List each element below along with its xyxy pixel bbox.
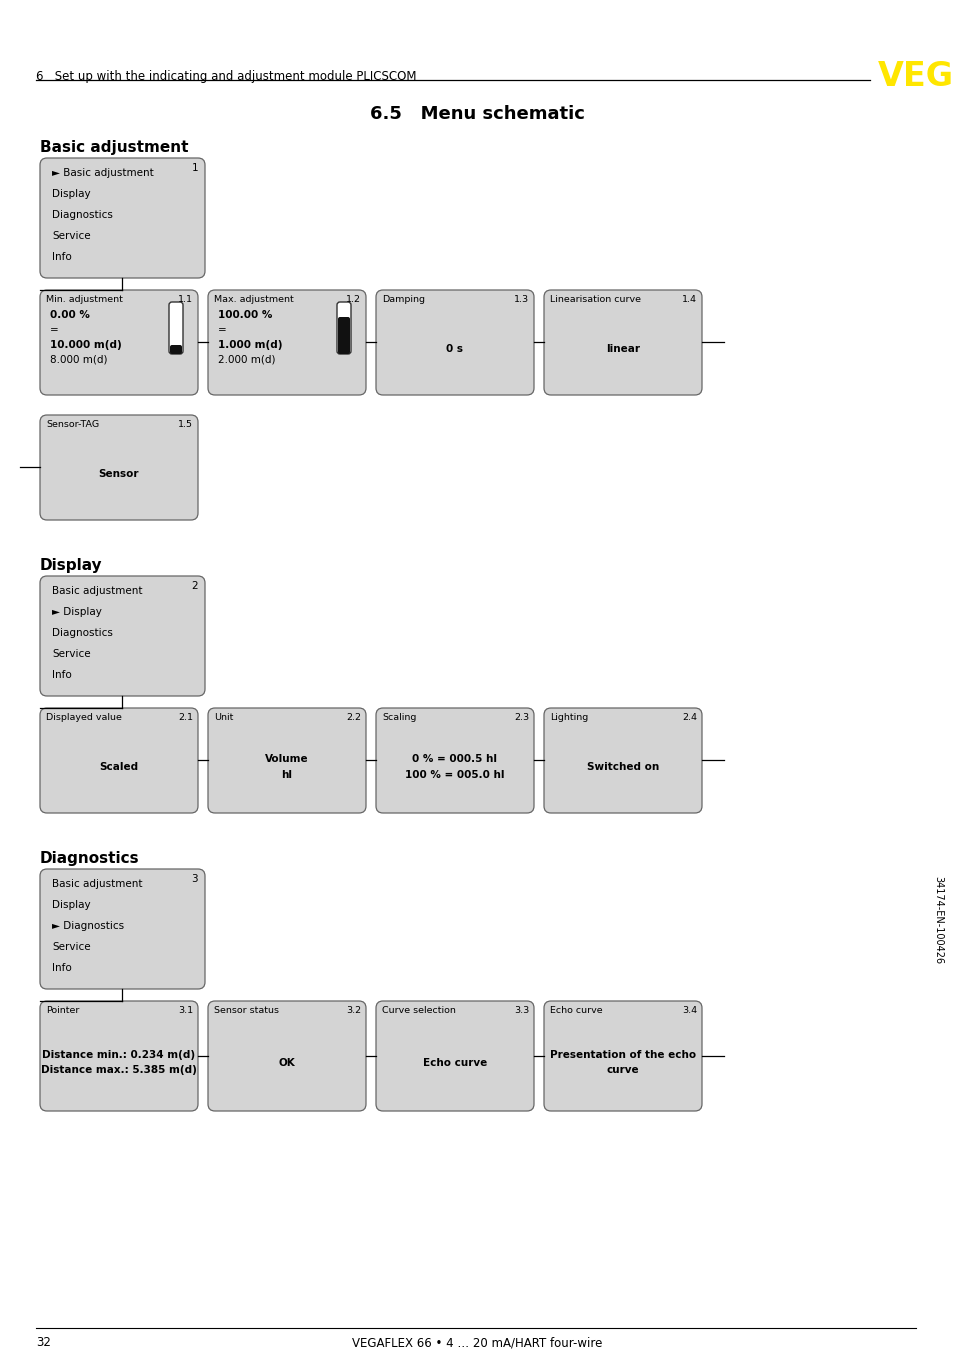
- FancyBboxPatch shape: [40, 1001, 198, 1112]
- Text: Echo curve: Echo curve: [422, 1057, 487, 1067]
- Text: Service: Service: [52, 649, 91, 659]
- Text: 3.2: 3.2: [346, 1006, 360, 1016]
- Text: 2.2: 2.2: [346, 714, 360, 722]
- Text: 2.000 m(d): 2.000 m(d): [218, 355, 275, 366]
- Text: Display: Display: [40, 558, 103, 573]
- FancyBboxPatch shape: [40, 290, 198, 395]
- Text: VEGAFLEX 66 • 4 … 20 mA/HART four-wire: VEGAFLEX 66 • 4 … 20 mA/HART four-wire: [352, 1336, 601, 1349]
- FancyBboxPatch shape: [40, 575, 205, 696]
- Text: 100.00 %: 100.00 %: [218, 310, 273, 320]
- Text: ► Diagnostics: ► Diagnostics: [52, 921, 124, 932]
- Text: Sensor: Sensor: [99, 468, 139, 479]
- Text: 1: 1: [192, 162, 198, 173]
- Text: Unit: Unit: [213, 714, 233, 722]
- FancyBboxPatch shape: [169, 302, 183, 353]
- Text: Info: Info: [52, 252, 71, 263]
- Text: Echo curve: Echo curve: [550, 1006, 602, 1016]
- Text: Volume: Volume: [265, 754, 309, 765]
- FancyBboxPatch shape: [40, 158, 205, 278]
- Text: VEGA: VEGA: [877, 61, 953, 93]
- Text: Service: Service: [52, 942, 91, 952]
- Text: 100 % = 005.0 hl: 100 % = 005.0 hl: [405, 769, 504, 780]
- FancyBboxPatch shape: [170, 345, 182, 353]
- Text: OK: OK: [278, 1057, 295, 1067]
- FancyBboxPatch shape: [208, 708, 366, 812]
- Text: 2.3: 2.3: [514, 714, 529, 722]
- FancyBboxPatch shape: [375, 1001, 534, 1112]
- Text: Diagnostics: Diagnostics: [52, 628, 112, 638]
- Text: Linearisation curve: Linearisation curve: [550, 295, 640, 305]
- Text: =: =: [218, 325, 227, 334]
- Text: Diagnostics: Diagnostics: [40, 852, 139, 867]
- Text: 34174-EN-100426: 34174-EN-100426: [932, 876, 942, 964]
- Text: linear: linear: [605, 344, 639, 353]
- FancyBboxPatch shape: [40, 708, 198, 812]
- Text: 1.2: 1.2: [346, 295, 360, 305]
- FancyBboxPatch shape: [208, 290, 366, 395]
- Text: Switched on: Switched on: [586, 762, 659, 772]
- Text: Display: Display: [52, 190, 91, 199]
- FancyBboxPatch shape: [543, 708, 701, 812]
- Text: 0 s: 0 s: [446, 344, 463, 353]
- Text: ► Basic adjustment: ► Basic adjustment: [52, 168, 153, 177]
- FancyBboxPatch shape: [375, 290, 534, 395]
- FancyBboxPatch shape: [543, 290, 701, 395]
- FancyBboxPatch shape: [40, 414, 198, 520]
- Text: ► Display: ► Display: [52, 607, 102, 617]
- Text: Diagnostics: Diagnostics: [52, 210, 112, 219]
- Text: 2.4: 2.4: [681, 714, 697, 722]
- Text: Max. adjustment: Max. adjustment: [213, 295, 294, 305]
- Text: 0 % = 000.5 hl: 0 % = 000.5 hl: [412, 754, 497, 765]
- Text: 1.000 m(d): 1.000 m(d): [218, 340, 282, 349]
- Text: 1.5: 1.5: [178, 420, 193, 429]
- Text: Info: Info: [52, 670, 71, 680]
- FancyBboxPatch shape: [336, 302, 351, 353]
- Text: 10.000 m(d): 10.000 m(d): [50, 340, 122, 349]
- Text: Basic adjustment: Basic adjustment: [52, 586, 142, 596]
- FancyBboxPatch shape: [337, 317, 350, 353]
- Text: Sensor-TAG: Sensor-TAG: [46, 420, 99, 429]
- Text: =: =: [50, 325, 59, 334]
- Text: Min. adjustment: Min. adjustment: [46, 295, 123, 305]
- Text: Presentation of the echo: Presentation of the echo: [549, 1049, 696, 1060]
- Text: 8.000 m(d): 8.000 m(d): [50, 355, 108, 366]
- Text: 3.3: 3.3: [514, 1006, 529, 1016]
- Text: 6.5   Menu schematic: 6.5 Menu schematic: [369, 106, 584, 123]
- Text: Sensor status: Sensor status: [213, 1006, 278, 1016]
- Text: Distance min.: 0.234 m(d): Distance min.: 0.234 m(d): [42, 1049, 195, 1060]
- Text: Basic adjustment: Basic adjustment: [52, 879, 142, 890]
- Text: 3.4: 3.4: [681, 1006, 697, 1016]
- Text: Distance max.: 5.385 m(d): Distance max.: 5.385 m(d): [41, 1066, 196, 1075]
- Text: 1.4: 1.4: [681, 295, 697, 305]
- Text: 2.1: 2.1: [178, 714, 193, 722]
- Text: 1.1: 1.1: [178, 295, 193, 305]
- Text: Scaling: Scaling: [381, 714, 416, 722]
- Text: 3.1: 3.1: [177, 1006, 193, 1016]
- Text: 0.00 %: 0.00 %: [50, 310, 90, 320]
- Text: Info: Info: [52, 963, 71, 974]
- FancyBboxPatch shape: [40, 869, 205, 988]
- Text: 6   Set up with the indicating and adjustment module PLICSCOM: 6 Set up with the indicating and adjustm…: [36, 70, 416, 83]
- Text: Basic adjustment: Basic adjustment: [40, 139, 189, 154]
- Text: 1.3: 1.3: [514, 295, 529, 305]
- Text: 2: 2: [192, 581, 198, 590]
- Text: hl: hl: [281, 769, 293, 780]
- Text: Scaled: Scaled: [99, 762, 138, 772]
- Text: 32: 32: [36, 1336, 51, 1349]
- FancyBboxPatch shape: [375, 708, 534, 812]
- Text: Damping: Damping: [381, 295, 424, 305]
- Text: Curve selection: Curve selection: [381, 1006, 456, 1016]
- Text: Lighting: Lighting: [550, 714, 588, 722]
- Text: Service: Service: [52, 232, 91, 241]
- Text: curve: curve: [606, 1066, 639, 1075]
- FancyBboxPatch shape: [208, 1001, 366, 1112]
- Text: Displayed value: Displayed value: [46, 714, 122, 722]
- Text: Pointer: Pointer: [46, 1006, 79, 1016]
- FancyBboxPatch shape: [543, 1001, 701, 1112]
- Text: Display: Display: [52, 900, 91, 910]
- Text: 3: 3: [192, 873, 198, 884]
